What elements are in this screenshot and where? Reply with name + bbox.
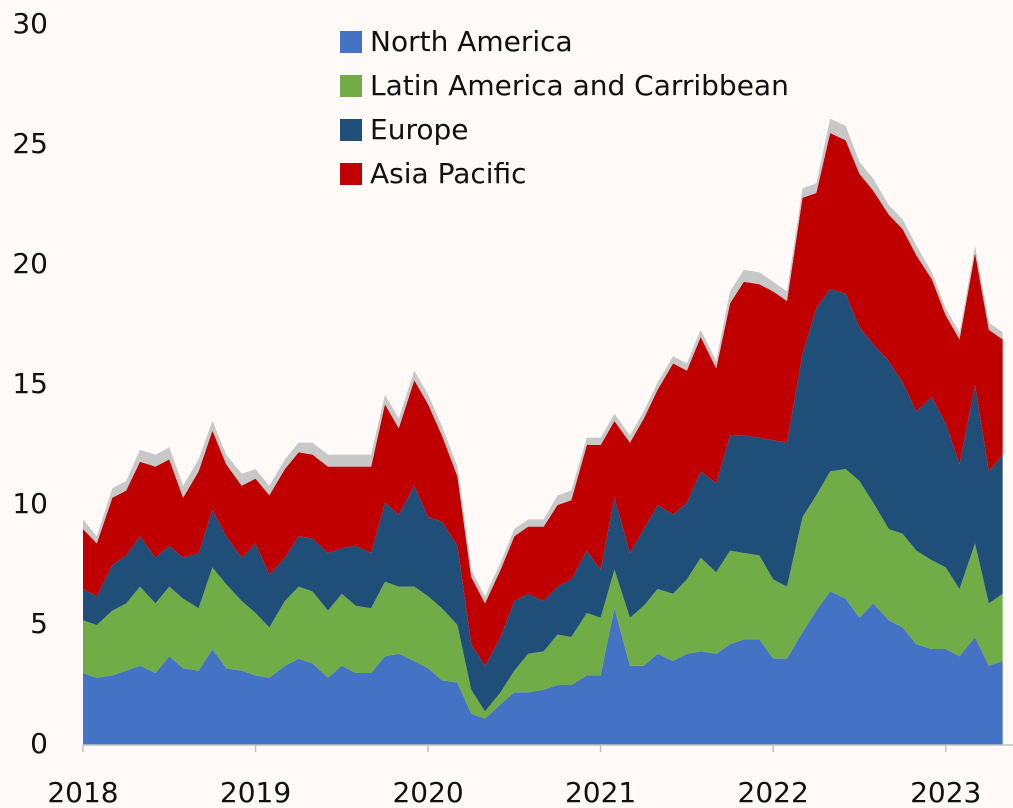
legend-label: Europe: [370, 113, 468, 146]
x-tick-label: 2020: [392, 776, 463, 808]
x-tick-label: 2018: [47, 776, 118, 808]
area: [83, 289, 1003, 712]
legend-label: Asia Pacific: [370, 157, 527, 190]
y-tick-label: 10: [12, 487, 48, 520]
legend-label: North America: [370, 25, 573, 58]
legend-swatch: [340, 31, 362, 53]
y-tick-label: 5: [30, 607, 48, 640]
y-tick-label: 25: [12, 127, 48, 160]
area: [83, 591, 1003, 745]
plot-area: [83, 118, 1003, 745]
area: [83, 133, 1003, 666]
x-tick-label: 2022: [738, 776, 809, 808]
y-tick-label: 30: [12, 7, 48, 40]
legend-swatch: [340, 119, 362, 141]
area: [83, 469, 1003, 719]
x-tick-label: 2021: [565, 776, 636, 808]
x-tick-label: 2023: [910, 776, 981, 808]
y-tick-label: 0: [30, 727, 48, 760]
legend-label: Latin America and Carribbean: [370, 69, 789, 102]
legend-swatch: [340, 75, 362, 97]
legend-swatch: [340, 163, 362, 185]
y-tick-label: 15: [12, 367, 48, 400]
y-tick-label: 20: [12, 247, 48, 280]
x-tick-label: 2019: [220, 776, 291, 808]
